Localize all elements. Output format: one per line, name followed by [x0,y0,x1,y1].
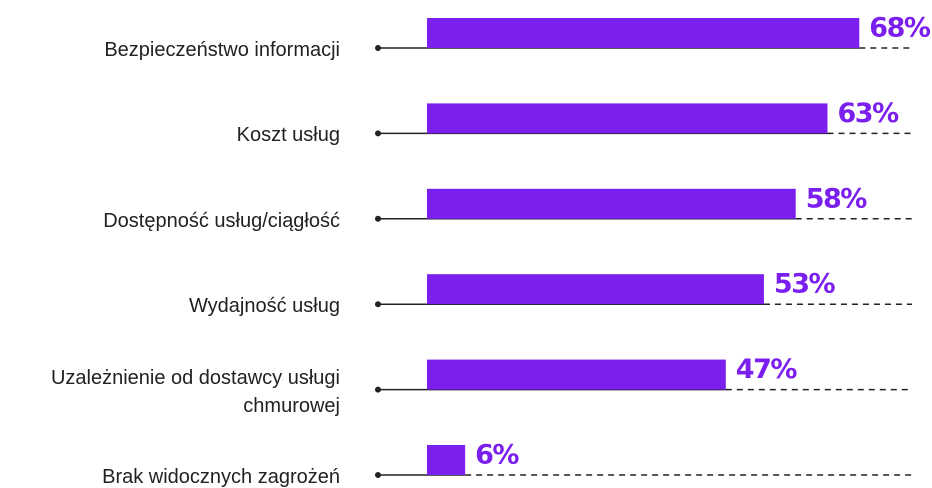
axis-dot [375,130,381,137]
value-label: 68% [869,13,931,44]
category-label: Bezpieczeństwo informacji [104,39,340,61]
axis-dot [375,472,381,478]
bar [427,18,860,48]
axis-dot [375,215,381,222]
axis-dot [375,301,381,308]
bar [427,274,764,305]
bar [427,103,828,134]
value-label: 58% [806,183,868,214]
value-label: 6% [475,440,519,471]
value-label: 47% [736,354,798,385]
category-label: Dostępność usług/ciągłość [103,209,340,232]
value-label: 53% [774,269,836,300]
axis-dot [375,386,381,393]
category-label: Uzależnienie od dostawcy usługi chmurowe… [50,366,340,417]
category-label: Wydajność usług [188,295,340,318]
axis-dot [375,45,381,51]
category-label: Koszt usług [236,124,340,147]
category-label: Brak widocznych zagrożeń [102,466,340,488]
bar [427,188,796,219]
bar [427,445,466,475]
value-label: 63% [838,98,900,129]
bar [427,359,726,390]
